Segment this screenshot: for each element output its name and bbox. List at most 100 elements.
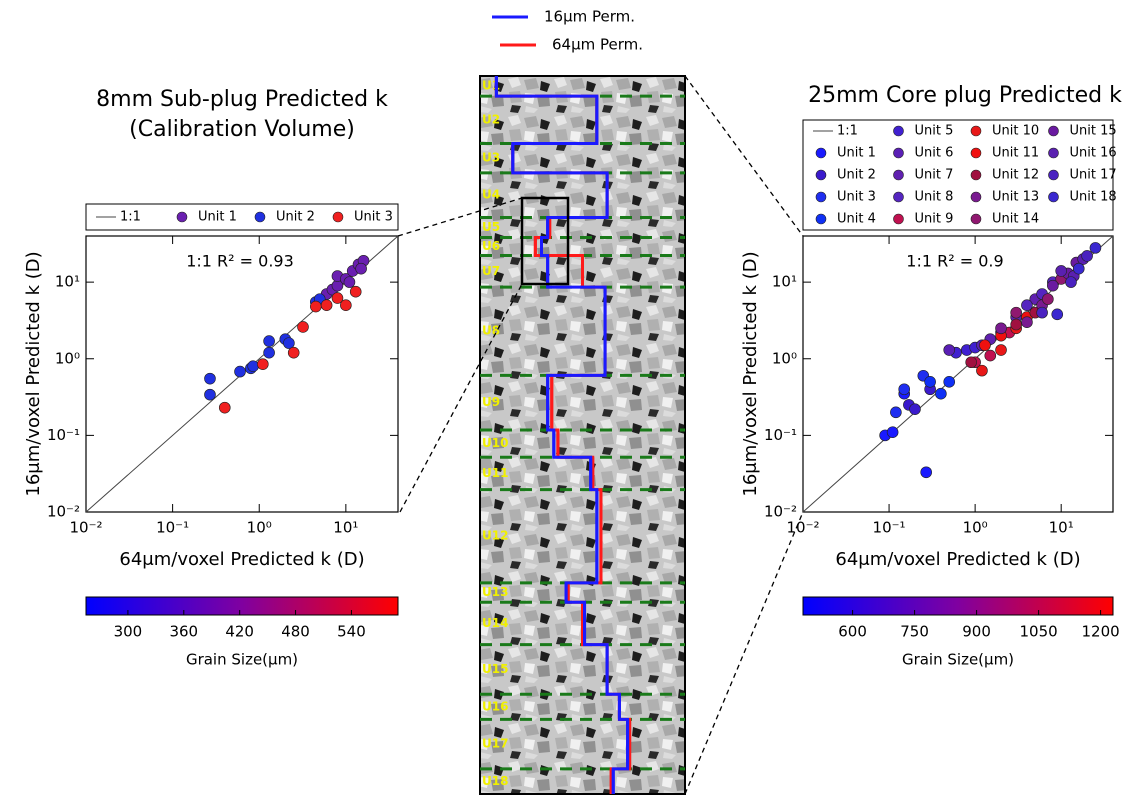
legend-marker — [971, 170, 981, 180]
colorbar-label: Grain Size(μm) — [902, 651, 1014, 669]
point — [321, 300, 332, 311]
point — [1082, 250, 1093, 261]
legend-marker — [894, 148, 904, 158]
point — [996, 323, 1007, 334]
legend-label: Unit 9 — [915, 212, 954, 227]
point — [1021, 317, 1032, 328]
x-tick-label: 10¹ — [333, 519, 358, 537]
unit-label: U18 — [482, 774, 508, 788]
y-tick-label: 10⁰ — [772, 349, 797, 367]
legend-label: 64μm Perm. — [552, 36, 643, 54]
point — [979, 340, 990, 351]
legend-label: Unit 18 — [1070, 190, 1117, 205]
unit-label: U3 — [482, 151, 500, 165]
legend-label: Unit 5 — [915, 124, 954, 139]
legend-marker — [816, 170, 826, 180]
unit-label: U15 — [482, 662, 508, 676]
point — [909, 404, 920, 415]
legend-label: 16μm Perm. — [544, 8, 635, 26]
colorbar-tick-label: 480 — [281, 623, 310, 641]
point — [1047, 280, 1058, 291]
point — [219, 402, 230, 413]
legend-label: Unit 1 — [198, 210, 237, 225]
chart-title: 25mm Core plug Predicted k — [808, 83, 1122, 108]
y-tick-label: 10¹ — [772, 273, 797, 291]
legend-marker — [333, 212, 343, 222]
point — [890, 407, 901, 418]
unit-label: U9 — [482, 395, 500, 409]
annotation: 1:1 R² = 0.9 — [906, 252, 1003, 271]
point — [944, 376, 955, 387]
legend-label: Unit 2 — [837, 168, 876, 183]
unit-label: U4 — [482, 188, 500, 202]
legend-marker — [1049, 148, 1059, 158]
point — [344, 277, 355, 288]
point — [1011, 307, 1022, 318]
figure: 8mm Sub-plug Predicted k(Calibration Vol… — [0, 0, 1138, 795]
legend-label: Unit 4 — [837, 212, 876, 227]
legend-marker — [1049, 170, 1059, 180]
legend-label: Unit 17 — [1070, 168, 1117, 183]
x-axis-label: 64μm/voxel Predicted k (D) — [119, 549, 364, 570]
legend-marker — [1049, 192, 1059, 202]
point — [1011, 319, 1022, 330]
point — [264, 336, 275, 347]
legend-label: Unit 1 — [837, 146, 876, 161]
point — [1090, 242, 1101, 253]
legend-marker — [894, 192, 904, 202]
zoom-line — [685, 512, 803, 794]
x-tick-label: 10¹ — [1049, 519, 1074, 537]
point — [1065, 277, 1076, 288]
legend-label: Unit 12 — [992, 168, 1039, 183]
x-tick-label: 10⁻² — [786, 519, 819, 537]
y-tick-label: 10⁻¹ — [764, 426, 797, 444]
legend-label: Unit 16 — [1070, 146, 1117, 161]
x-tick-label: 10⁻¹ — [873, 519, 906, 537]
legend-label: Unit 2 — [276, 210, 315, 225]
point — [985, 350, 996, 361]
point — [264, 347, 275, 358]
y-tick-label: 10⁻¹ — [47, 426, 80, 444]
y-tick-label: 10⁰ — [55, 349, 80, 367]
colorbar-tick-label: 750 — [900, 623, 929, 641]
legend-label: Unit 14 — [992, 212, 1039, 227]
unit-label: U12 — [482, 529, 508, 543]
legend-marker — [1049, 126, 1059, 136]
unit-label: U2 — [482, 112, 500, 126]
legend-marker — [971, 126, 981, 136]
point — [356, 263, 367, 274]
legend-label: Unit 15 — [1070, 124, 1117, 139]
unit-label: U16 — [482, 699, 508, 713]
colorbar-tick-label: 540 — [337, 623, 366, 641]
unit-label: U7 — [482, 264, 500, 278]
x-tick-label: 10⁻¹ — [156, 519, 189, 537]
point — [350, 286, 361, 297]
y-axis-label: 16μm/voxel Predicted k (D) — [740, 251, 761, 496]
unit-label: U13 — [482, 585, 508, 599]
legend-label: Unit 8 — [915, 190, 954, 205]
point — [925, 376, 936, 387]
point — [1042, 294, 1053, 305]
y-tick-label: 10⁻² — [764, 503, 797, 521]
annotation: 1:1 R² = 0.93 — [186, 252, 294, 271]
legend-marker — [971, 214, 981, 224]
point — [235, 366, 246, 377]
legend-marker — [971, 192, 981, 202]
unit-label: U5 — [482, 220, 500, 234]
colorbar-label: Grain Size(μm) — [186, 651, 298, 669]
unit-label: U14 — [482, 616, 508, 630]
y-tick-label: 10¹ — [55, 273, 80, 291]
point — [257, 359, 268, 370]
point — [1037, 307, 1048, 318]
legend-label: Unit 6 — [915, 146, 954, 161]
point — [899, 384, 910, 395]
colorbar-tick-label: 300 — [114, 623, 143, 641]
x-axis-label: 64μm/voxel Predicted k (D) — [835, 549, 1080, 570]
point — [283, 338, 294, 349]
colorbar-tick-label: 420 — [225, 623, 254, 641]
core-image — [480, 76, 685, 794]
unit-label: U17 — [482, 737, 508, 751]
legend-marker — [894, 170, 904, 180]
legend-label: Unit 7 — [915, 168, 954, 183]
legend-label: Unit 10 — [992, 124, 1039, 139]
